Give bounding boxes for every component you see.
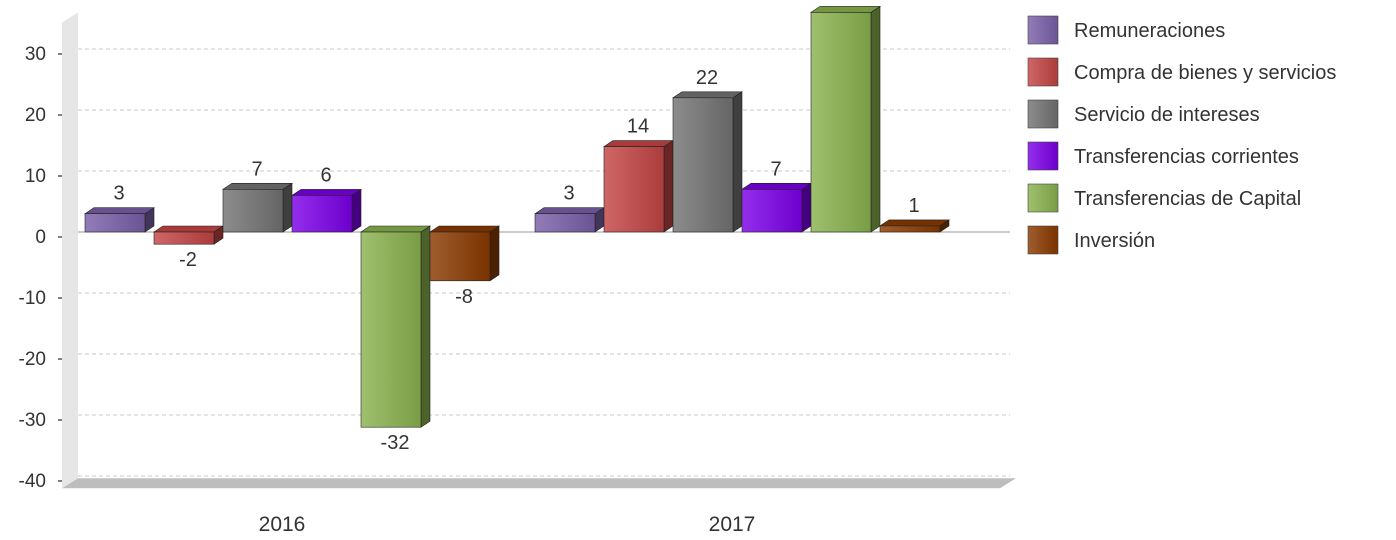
legend-item: Inversión [1027,225,1155,255]
bar-top-face [84,207,155,214]
chart-floor-plane [62,478,1016,489]
bar-front-face [291,195,353,233]
legend-label: Transferencias de Capital [1074,188,1301,210]
bar-top-face [810,6,881,13]
data-label: 7 [770,158,781,180]
y-tick-label: -20 [19,349,46,370]
data-label: 14 [627,116,649,138]
bar-side-face [351,188,362,233]
legend-swatch [1027,141,1059,171]
bar-top-face [603,140,674,147]
bar-front-face [360,231,422,428]
bar [429,225,500,282]
bar-side-face [732,91,743,233]
legend: Remuneraciones Compra de bienes y servici… [1027,15,1336,255]
legend-label: Remuneraciones [1074,20,1225,42]
bar-top-face [291,189,362,196]
legend-label: Inversión [1074,230,1155,252]
y-tick-label: 0 [35,227,46,248]
bar [810,5,881,233]
legend-label: Servicio de intereses [1074,104,1260,126]
data-label: 3 [113,183,124,205]
bar-top-face [429,225,500,233]
y-tick-label: -30 [19,410,46,431]
data-label: 1 [908,195,919,217]
chart-side-wall [62,12,78,489]
legend-item: Compra de bienes y servicios [1027,57,1336,87]
data-label: 7 [251,158,262,180]
bar-top-face [741,183,812,190]
y-tick-label: 30 [25,44,46,65]
data-label: -8 [455,286,473,308]
bar-top-face [879,219,950,227]
y-tick-label: 20 [25,105,46,126]
y-axis: 30 20 10 0 -10 -20 -30 -40 [19,44,62,492]
legend-item: Transferencias de Capital [1027,183,1301,213]
bar-front-face [84,213,146,233]
legend-swatch [1027,225,1059,255]
bar-front-face [672,97,734,233]
legend-label: Compra de bienes y servicios [1074,62,1336,84]
bar [360,225,431,428]
bar-front-face [534,213,596,233]
data-label: 6 [320,164,331,186]
y-tick-label: -40 [19,471,46,492]
y-tick-label: -10 [19,288,46,309]
data-label: -2 [179,249,197,271]
legend-swatch [1027,183,1059,213]
data-label: 22 [696,67,718,89]
bar-top-face [672,91,743,99]
bar-side-face [801,182,812,233]
bar [153,225,224,245]
bars [84,5,950,428]
legend-swatch [1027,15,1059,45]
data-label: -32 [381,432,410,454]
bar-side-face [663,140,674,233]
chart-floor [62,12,1016,489]
bar-front-face [429,231,491,282]
bar-front-face [153,231,215,245]
bar [84,207,155,233]
data-labels: 3 -2 7 6 -32 -8 3 14 22 7 1 [113,67,919,454]
bar-front-face [810,12,872,233]
legend-label: Transferencias corrientes [1074,146,1299,168]
legend-swatch [1027,57,1059,87]
bar [741,182,812,233]
bar-top-face [222,183,293,190]
bar-top-face [360,225,431,233]
bar-top-face [534,207,605,214]
bar [222,182,293,233]
bar-front-face [222,189,284,233]
legend-swatch [1027,99,1059,129]
bar-side-face [420,225,431,428]
bar [879,219,950,233]
x-axis: 2016 2017 [259,513,756,536]
bar [672,91,743,233]
legend-item: Remuneraciones [1027,15,1225,45]
bar-side-face [282,182,293,233]
data-label: 3 [563,183,574,205]
bar-front-face [741,189,803,233]
legend-item: Servicio de intereses [1027,99,1260,129]
bar [291,188,362,233]
bar-front-face [879,225,941,233]
bar-top-face [153,225,224,233]
bar [603,140,674,233]
legend-item: Transferencias corrientes [1027,141,1299,171]
bar-side-face [489,225,500,282]
bar-side-face [870,5,881,233]
y-tick-label: 10 [25,166,46,187]
bar-front-face [603,146,665,233]
bar [534,207,605,233]
x-tick-label: 2016 [259,513,306,535]
x-tick-label: 2017 [709,513,756,535]
